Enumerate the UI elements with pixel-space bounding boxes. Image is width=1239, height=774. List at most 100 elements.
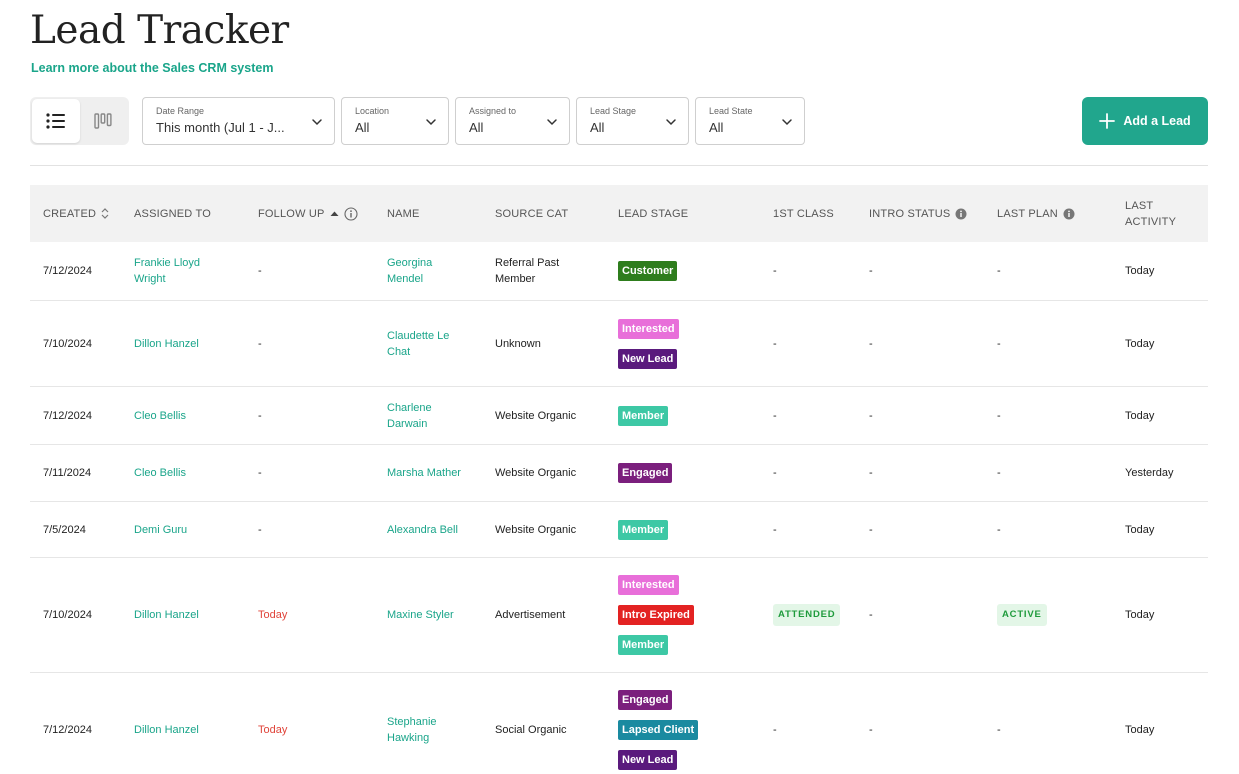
cell-line: Cleo Bellis — [134, 409, 186, 422]
cell-text: Marsha Mather — [387, 465, 461, 481]
cell-first-class: - — [773, 337, 777, 350]
cell-text: Maxine Styler — [387, 607, 454, 623]
column-label: LEAD STAGE — [618, 207, 689, 220]
chevron-down-icon — [547, 119, 557, 126]
table-row[interactable]: 7/12/2024 Dillon Hanzel Today Stephanie Hawk… — [30, 673, 1208, 774]
column-label: CREATED — [43, 207, 97, 220]
cell-text: Referral Past Member — [495, 255, 559, 287]
cell-text: Demi Guru — [134, 522, 187, 538]
cell-line: Alexandra Bell — [387, 523, 458, 536]
cell-name[interactable]: Alexandra Bell — [387, 502, 487, 557]
column-source-cat[interactable]: SOURCE CAT — [495, 185, 568, 242]
page-title: Lead Tracker — [30, 8, 289, 53]
cell-text: Stephanie Hawking — [387, 714, 437, 746]
cell-intro-status: - — [869, 523, 873, 536]
cell-created: 7/12/2024 — [43, 409, 92, 422]
column-label: INTRO STATUS — [869, 207, 951, 220]
cell-last-plan: - — [997, 265, 1001, 277]
location-filter[interactable]: Location All — [341, 97, 449, 145]
cell-stages: Customer — [618, 242, 763, 300]
chevron-down-icon — [782, 119, 792, 126]
filter-label: Lead State — [709, 106, 753, 116]
status-badge: ACTIVE — [997, 604, 1047, 626]
date-range-filter[interactable]: Date Range This month (Jul 1 - J... — [142, 97, 335, 145]
cell-intro-status: - — [869, 337, 873, 350]
list-view-button[interactable] — [32, 99, 80, 143]
cell-follow-up: - — [258, 265, 262, 277]
info-icon[interactable] — [344, 206, 358, 221]
cell-source: Website Organic — [495, 387, 610, 444]
cell-line: Mendel — [387, 273, 424, 285]
cell-stages: Interested New Lead — [618, 301, 763, 386]
cell-assigned-to[interactable]: Dillon Hanzel — [134, 558, 249, 672]
cell-line: Maxine Styler — [387, 609, 454, 621]
table-row[interactable]: 7/10/2024 Dillon Hanzel Today Maxine Styler… — [30, 558, 1208, 673]
cell-last-plan: - — [997, 337, 1001, 350]
cell-line: Website Organic — [495, 467, 577, 479]
board-view-button[interactable] — [79, 99, 127, 143]
column-intro-status[interactable]: INTRO STATUS — [869, 185, 967, 242]
lead-stage-tag: Intro Expired — [618, 605, 694, 625]
cell-name[interactable]: Charlene Darwain — [387, 387, 487, 444]
view-toggle — [30, 97, 129, 145]
column-last-activity[interactable]: LAST ACTIVITY — [1125, 185, 1176, 242]
table-row[interactable]: 7/12/2024 Frankie Lloyd Wright - Georgina Men… — [30, 242, 1208, 301]
cell-last-activity: Today — [1125, 523, 1155, 536]
cell-last-plan: ACTIVE — [997, 558, 1117, 672]
cell-line: Dillon Hanzel — [134, 337, 199, 350]
cell-last-activity: Today — [1125, 337, 1155, 350]
lead-stage-tags: Interested Intro Expired Member — [618, 575, 694, 655]
cell-assigned-to[interactable]: Cleo Bellis — [134, 387, 249, 444]
cell-name[interactable]: Claudette Le Chat — [387, 301, 487, 386]
column-label: LAST PLAN — [997, 207, 1058, 220]
lead-stage-tag: Interested — [618, 575, 679, 595]
column-label: LAST — [1125, 199, 1154, 212]
cell-name[interactable]: Georgina Mendel — [387, 242, 487, 300]
column-assigned-to[interactable]: ASSIGNED TO — [134, 185, 211, 242]
learn-more-link[interactable]: Learn more about the Sales CRM system — [31, 61, 274, 75]
cell-first-class: - — [773, 523, 777, 536]
table-row[interactable]: 7/12/2024 Cleo Bellis - Charlene Darwain Webs… — [30, 387, 1208, 445]
cell-line: Georgina — [387, 257, 433, 269]
filter-label: Location — [355, 106, 390, 116]
column-lead-stage[interactable]: LEAD STAGE — [618, 185, 688, 242]
toolbar: Date Range This month (Jul 1 - J... Loca… — [30, 97, 1208, 145]
cell-assigned-to[interactable]: Cleo Bellis — [134, 445, 249, 501]
cell-follow-up: - — [258, 467, 262, 479]
table-row[interactable]: 7/10/2024 Dillon Hanzel - Claudette Le Chat U… — [30, 301, 1208, 387]
column-first-class[interactable]: 1ST CLASS — [773, 185, 834, 242]
cell-assigned-to[interactable]: Dillon Hanzel — [134, 301, 249, 386]
lead-stage-tag: Lapsed Client — [618, 720, 699, 740]
cell-name[interactable]: Marsha Mather — [387, 445, 487, 501]
table-row[interactable]: 7/11/2024 Cleo Bellis - Marsha Mather Websit… — [30, 445, 1208, 502]
cell-name[interactable]: Maxine Styler — [387, 558, 487, 672]
cell-line: Social Organic — [495, 724, 567, 736]
cell-text: Alexandra Bell — [387, 522, 458, 538]
cell-text: Frankie Lloyd Wright — [134, 255, 200, 287]
add-lead-button[interactable]: Add a Lead — [1082, 97, 1208, 145]
column-last-plan[interactable]: LAST PLAN — [997, 185, 1075, 242]
cell-assigned-to[interactable]: Demi Guru — [134, 502, 249, 557]
column-created[interactable]: CREATED — [43, 185, 109, 242]
cell-assigned-to[interactable]: Frankie Lloyd Wright — [134, 242, 249, 300]
cell-text: Advertisement — [495, 607, 565, 623]
cell-created: 7/12/2024 — [43, 724, 92, 736]
lead-state-filter[interactable]: Lead State All — [695, 97, 805, 145]
column-name[interactable]: NAME — [387, 185, 420, 242]
filter-label: Assigned to — [469, 106, 517, 116]
cell-text: Charlene Darwain — [387, 400, 432, 432]
column-label: ACTIVITY — [1125, 215, 1177, 228]
cell-stages: Member — [618, 387, 763, 444]
leads-table: CREATED ASSIGNED TO FOLLOW UP NAME SOURC… — [30, 185, 1208, 774]
lead-stage-filter[interactable]: Lead Stage All — [576, 97, 689, 145]
status-badge: ATTENDED — [773, 604, 841, 626]
assigned-to-filter[interactable]: Assigned to All — [455, 97, 570, 145]
info-filled-icon[interactable] — [955, 208, 967, 220]
column-follow-up[interactable]: FOLLOW UP — [258, 185, 358, 242]
table-row[interactable]: 7/5/2024 Demi Guru - Alexandra Bell Website … — [30, 502, 1208, 558]
cell-line: Charlene — [387, 401, 432, 414]
cell-intro-status: - — [869, 409, 873, 422]
cell-assigned-to[interactable]: Dillon Hanzel — [134, 673, 249, 774]
cell-name[interactable]: Stephanie Hawking — [387, 673, 487, 774]
info-filled-icon[interactable] — [1063, 208, 1075, 220]
